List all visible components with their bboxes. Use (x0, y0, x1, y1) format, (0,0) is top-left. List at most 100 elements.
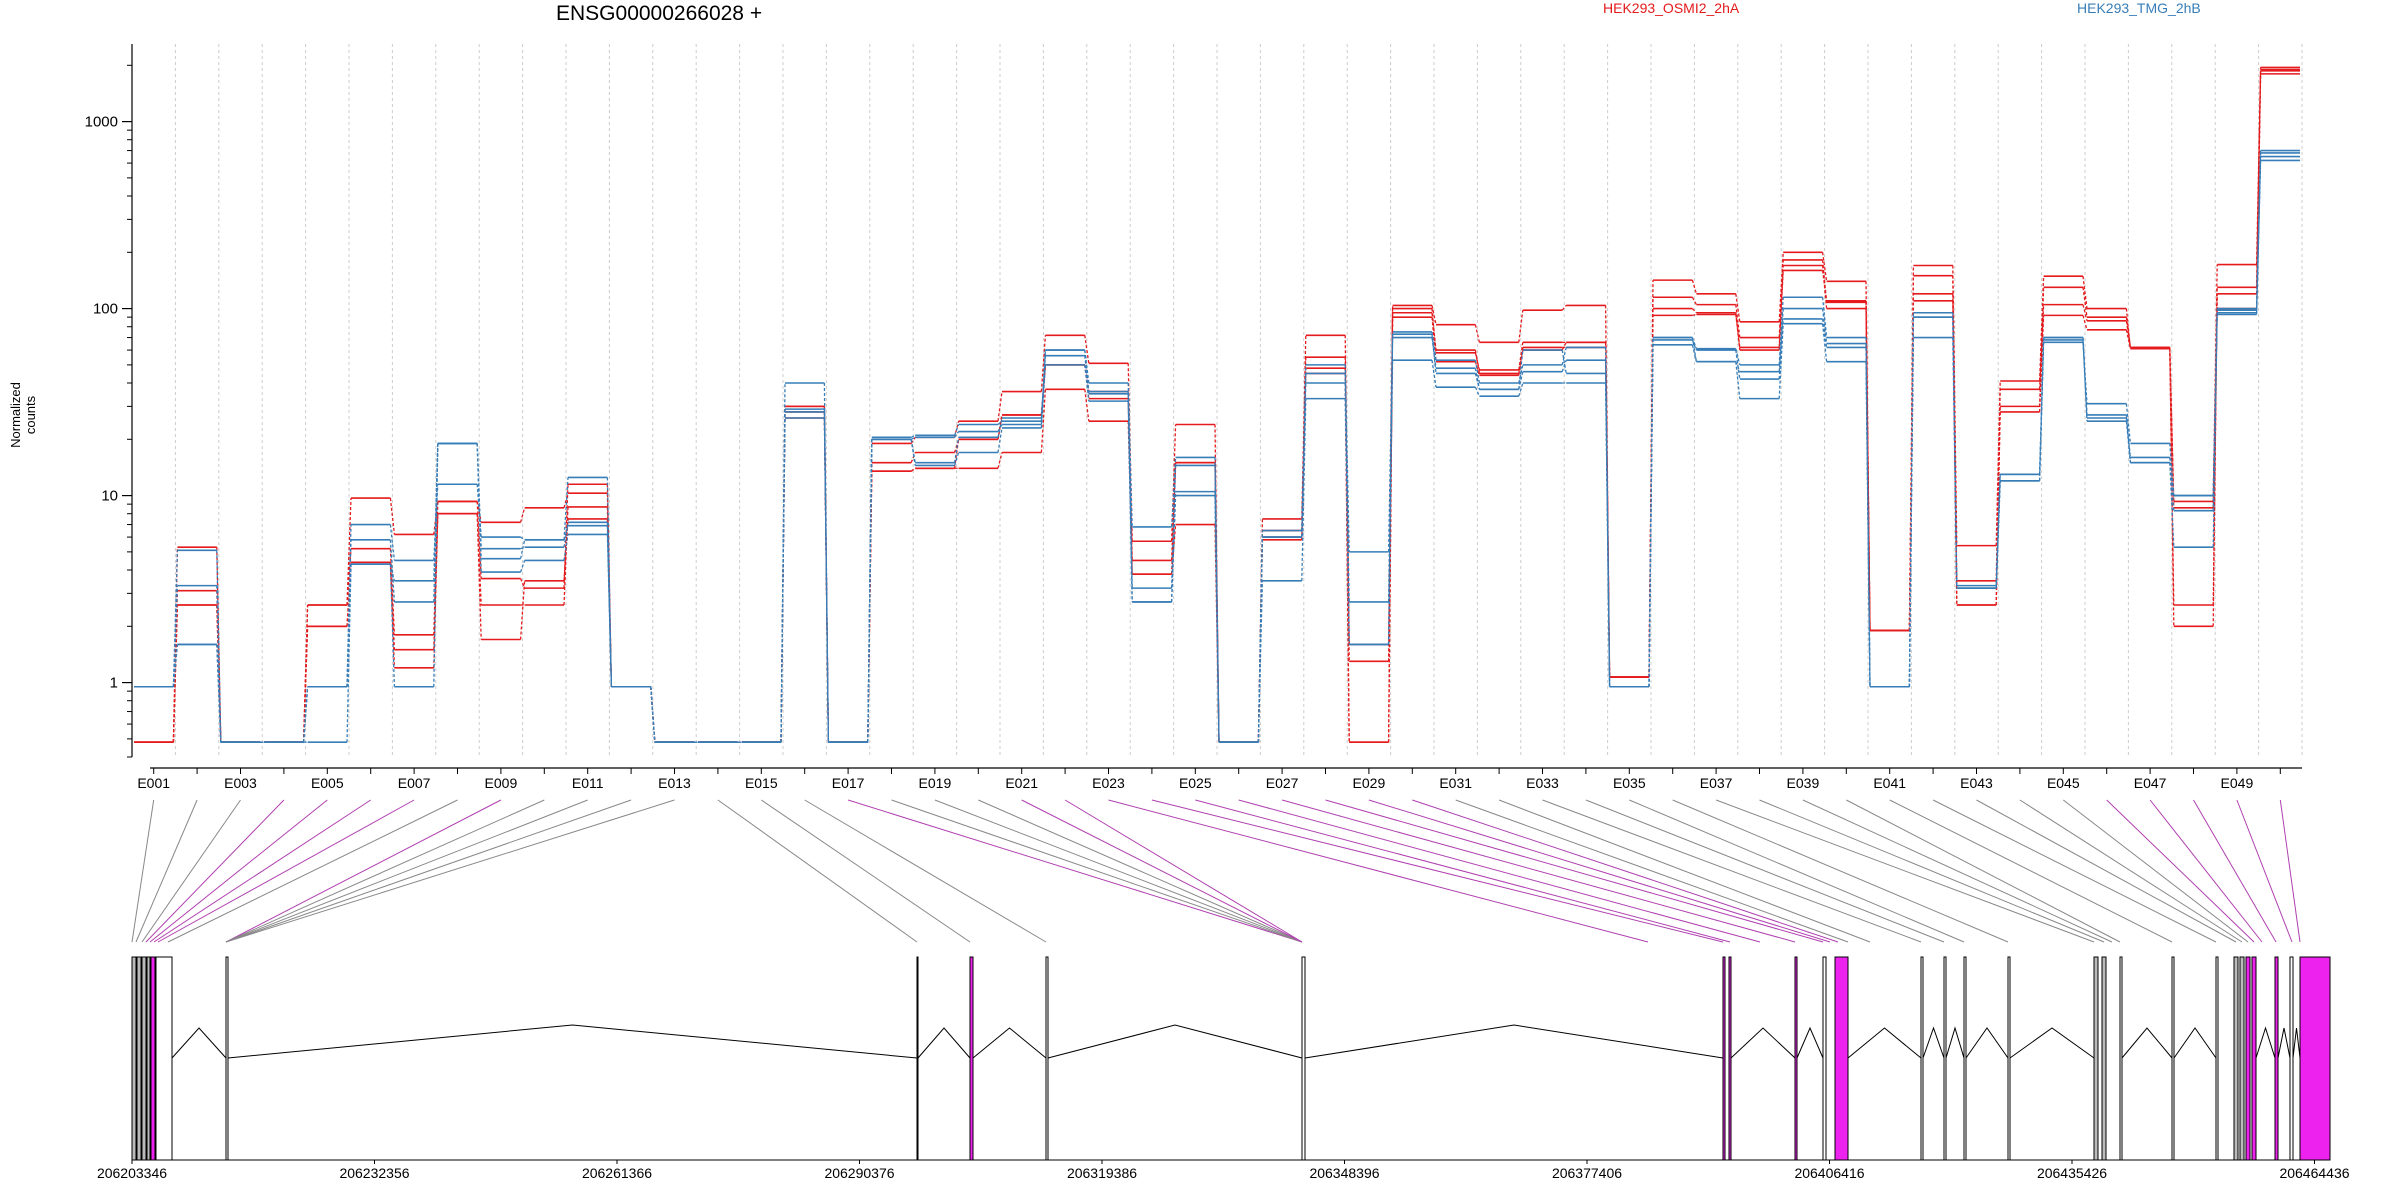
exon-block (141, 956, 147, 1161)
series-connector (1474, 368, 1481, 390)
exon-connector (1629, 799, 1965, 943)
series-connector (2169, 347, 2175, 627)
series-connector (1691, 344, 1698, 362)
x-tick-label: E007 (398, 775, 431, 791)
series-connector (1518, 371, 1524, 390)
exon-connector (2236, 799, 2293, 943)
series-connector (1604, 373, 1611, 687)
series-connector (2169, 443, 2175, 496)
series-connector (563, 534, 569, 561)
series-connector (1084, 364, 1090, 402)
exon-connector (1672, 799, 2009, 943)
series-connector (1474, 360, 1481, 384)
x-tick-label: E019 (919, 775, 952, 791)
series-connector (1648, 337, 1654, 687)
series-connector (997, 420, 1003, 425)
series-connector (1561, 347, 1567, 366)
series-connector (1127, 382, 1133, 527)
series-connector (2082, 276, 2088, 309)
intron-line (2292, 1027, 2301, 1059)
series-connector (1778, 252, 1784, 322)
intron-line (2173, 1027, 2217, 1059)
x-tick-label: E023 (1092, 775, 1125, 791)
x-tick-label: E025 (1179, 775, 1212, 791)
exon-connector (761, 799, 971, 943)
series-connector (1518, 310, 1524, 343)
series-connector (2038, 337, 2045, 481)
series-connector (389, 548, 396, 635)
series-connector (910, 439, 916, 463)
exon-block (1822, 956, 1827, 1161)
exon-block (1045, 956, 1049, 1161)
series-connector (2255, 156, 2262, 313)
series-connector (2125, 414, 2132, 463)
legend-entry-tmg: HEK293_TMG_2hB (2077, 0, 2201, 16)
exon-connector (1715, 799, 2095, 943)
series-connector (823, 411, 830, 743)
series-connector (1561, 304, 1567, 311)
series-connector (2125, 317, 2132, 348)
x-tick-label: E001 (137, 775, 170, 791)
exon-connector (1151, 799, 1724, 943)
x-tick-label: E015 (745, 775, 778, 791)
series-connector (2169, 462, 2175, 496)
series-connector (389, 524, 396, 561)
series-connector (389, 564, 396, 687)
genomic-tick-label: 206319386 (1067, 1165, 1137, 1181)
x-tick-label: E047 (2134, 775, 2167, 791)
exon-connector (141, 799, 241, 943)
series-connector (346, 548, 352, 606)
series-connector (1778, 270, 1784, 351)
exon-connector (1846, 799, 2121, 943)
exon-connector (804, 799, 1047, 943)
exon-connector (1932, 799, 2217, 943)
x-tick-label: E045 (2047, 775, 2080, 791)
series-connector (302, 626, 309, 743)
intron-line (1847, 1027, 1922, 1059)
series-connector (1821, 308, 1828, 344)
series-connector (563, 477, 569, 540)
series-connector (433, 501, 439, 635)
exon-block (2274, 956, 2279, 1161)
series-connector (1431, 334, 1437, 374)
series-connector (1691, 308, 1697, 314)
exon-block (1301, 956, 1306, 1161)
genomic-tick-label: 206348396 (1309, 1165, 1379, 1181)
series-connector (1214, 457, 1220, 743)
x-tick-label: E039 (1787, 775, 1820, 791)
genomic-tick-label: 206261366 (582, 1165, 652, 1181)
x-tick-label: E005 (311, 775, 344, 791)
series-connector (519, 507, 526, 523)
series-connector (1908, 312, 1915, 687)
series-connector (1170, 465, 1177, 589)
series-connector (519, 539, 526, 559)
series-connector (1692, 313, 1697, 317)
series-lines (134, 66, 2300, 743)
series-connector (1518, 382, 1524, 397)
series-connector (1474, 361, 1481, 376)
series-connector (1170, 495, 1177, 602)
series-connector (1170, 524, 1177, 575)
x-tick-label: E027 (1266, 775, 1299, 791)
exon-block (2233, 956, 2239, 1161)
exon-block (2101, 956, 2107, 1161)
exon-connector (167, 799, 458, 943)
series-connector (2082, 304, 2088, 321)
series-connector (1778, 297, 1784, 365)
intron-line (1945, 1026, 1965, 1059)
series-connector (172, 644, 179, 687)
exon-block (155, 956, 173, 1161)
exon-connector (1325, 799, 1824, 943)
series-connector (1691, 279, 1698, 294)
series-connector (1735, 312, 1741, 351)
series-connector (563, 493, 569, 509)
series-connector (1778, 308, 1784, 372)
exon-axis: E001 E003 E005 E007 E009 E011 E013 E015 E017 E019… (137, 767, 2302, 791)
series-connector (2255, 70, 2262, 288)
intron-line (972, 1027, 1047, 1059)
x-tick-label: E043 (1960, 775, 1993, 791)
exon-connector (1021, 799, 1303, 943)
series-connector (519, 560, 526, 573)
series-connector (216, 547, 222, 743)
exon-block (2119, 956, 2123, 1161)
